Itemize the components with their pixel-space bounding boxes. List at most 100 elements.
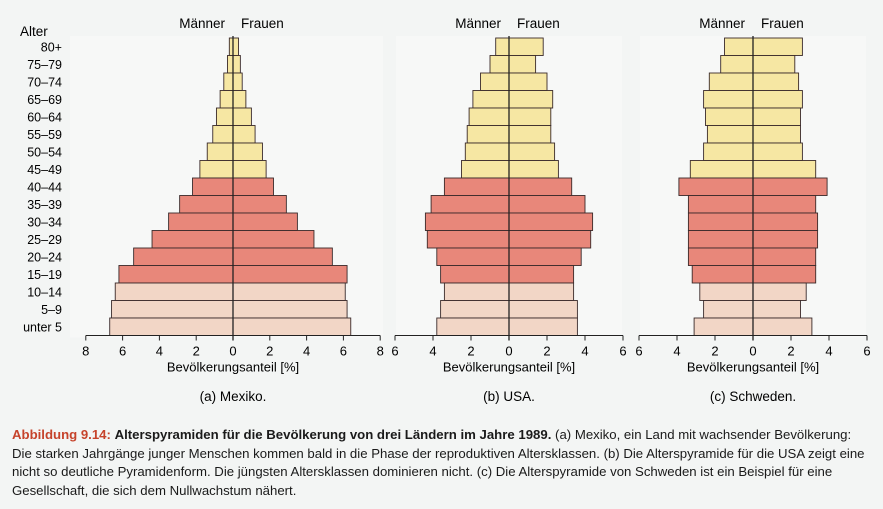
bar-female [752, 72, 800, 91]
bar-male [495, 37, 510, 56]
bar-male [227, 55, 234, 74]
bar-male [468, 107, 510, 126]
age-axis-title: Alter [20, 24, 48, 39]
bar-male [687, 212, 754, 231]
bar-female [752, 265, 817, 284]
bar-female [752, 282, 807, 301]
bar-male [708, 72, 754, 91]
bar-male [424, 212, 510, 231]
bar-female [508, 282, 575, 301]
bar-female [752, 177, 828, 196]
age-label: 20–24 [27, 250, 62, 264]
bar-male [489, 55, 510, 74]
x-tick-label: 4 [581, 344, 588, 359]
bar-female [508, 107, 552, 126]
bar-male [199, 160, 234, 179]
bar-female [508, 177, 573, 196]
female-label: Frauen [761, 16, 804, 31]
bar-male [693, 317, 754, 336]
bar-female [508, 142, 556, 161]
panel-subtitle: (c) Schweden. [710, 389, 796, 404]
bar-female [232, 90, 247, 109]
age-label: 35–39 [27, 198, 62, 212]
bar-female [508, 125, 552, 144]
bar-male [691, 265, 754, 284]
bar-male [192, 177, 234, 196]
age-label: 10–14 [27, 285, 62, 299]
x-tick-label: 4 [156, 344, 163, 359]
bar-female [232, 282, 346, 301]
age-label: 50–54 [27, 145, 62, 159]
bar-female [232, 195, 287, 214]
bar-female [508, 90, 554, 109]
age-label: 75–79 [27, 58, 62, 72]
x-tick-label: 0 [229, 344, 236, 359]
bar-female [752, 230, 819, 249]
age-label: 80+ [41, 40, 62, 54]
x-tick-label: 4 [429, 344, 436, 359]
x-tick-label: 2 [193, 344, 200, 359]
bar-female [232, 247, 333, 266]
bar-male [699, 282, 754, 301]
bar-female [508, 212, 594, 231]
panel-subtitle: (b) USA. [483, 389, 535, 404]
x-tick-label: 8 [377, 344, 384, 359]
bar-male [703, 90, 754, 109]
bar-female [232, 212, 298, 231]
bar-male [436, 317, 510, 336]
bar-male [111, 300, 234, 319]
x-tick-label: 2 [787, 344, 794, 359]
bar-female [508, 195, 586, 214]
bar-female [232, 230, 315, 249]
x-tick-label: 4 [825, 344, 832, 359]
population-pyramids: Alter 80+ 75–79 70–74 65–69 60–64 55–59 50–54 4… [20, 16, 871, 404]
bar-male [472, 90, 510, 109]
age-labels: 80+ 75–79 70–74 65–69 60–64 55–59 50–54 45–49 40… [23, 40, 62, 334]
male-label: Männer [699, 16, 745, 31]
bar-female [232, 107, 252, 126]
caption-text: (a) Mexiko, ein Land mit wachsender Bevö… [12, 427, 865, 498]
bar-male [440, 265, 510, 284]
bar-male [687, 247, 754, 266]
bar-female [752, 247, 817, 266]
bar-male [724, 37, 754, 56]
bar-male [215, 107, 234, 126]
bar-female [752, 317, 813, 336]
bar-male [706, 125, 754, 144]
bar-female [752, 300, 801, 319]
age-label: 25–29 [27, 233, 62, 247]
bar-female [752, 37, 803, 56]
bar-female [752, 107, 801, 126]
female-label: Frauen [241, 16, 284, 31]
bar-male [168, 212, 234, 231]
bar-male [720, 55, 754, 74]
bar-female [508, 300, 578, 319]
age-label: 55–59 [27, 128, 62, 142]
x-tick-label: 6 [391, 344, 398, 359]
bar-female [232, 160, 267, 179]
bar-male [114, 282, 234, 301]
x-axis-title: Bevölkerungsanteil [%] [167, 360, 299, 375]
bar-male [466, 125, 510, 144]
bar-female [508, 72, 548, 91]
female-label: Frauen [517, 16, 560, 31]
bar-male [151, 230, 234, 249]
age-label: 40–44 [27, 180, 62, 194]
bar-female [508, 37, 544, 56]
bar-female [752, 90, 803, 109]
pyramid-mexiko: Männer Frauen 8 6 4 2 0 2 4 6 8 Bevölkerungsanteil … [70, 16, 384, 404]
bar-male [687, 195, 754, 214]
bar-female [508, 317, 578, 336]
bar-female [232, 300, 348, 319]
bar-female [752, 55, 796, 74]
bar-male [426, 230, 510, 249]
bar-male [703, 300, 754, 319]
bar-female [232, 125, 256, 144]
x-tick-label: 2 [266, 344, 273, 359]
bar-female [232, 265, 348, 284]
x-tick-label: 6 [619, 344, 626, 359]
x-tick-label: 2 [543, 344, 550, 359]
bar-male [480, 72, 510, 91]
bar-male [133, 247, 234, 266]
bar-female [752, 212, 819, 231]
